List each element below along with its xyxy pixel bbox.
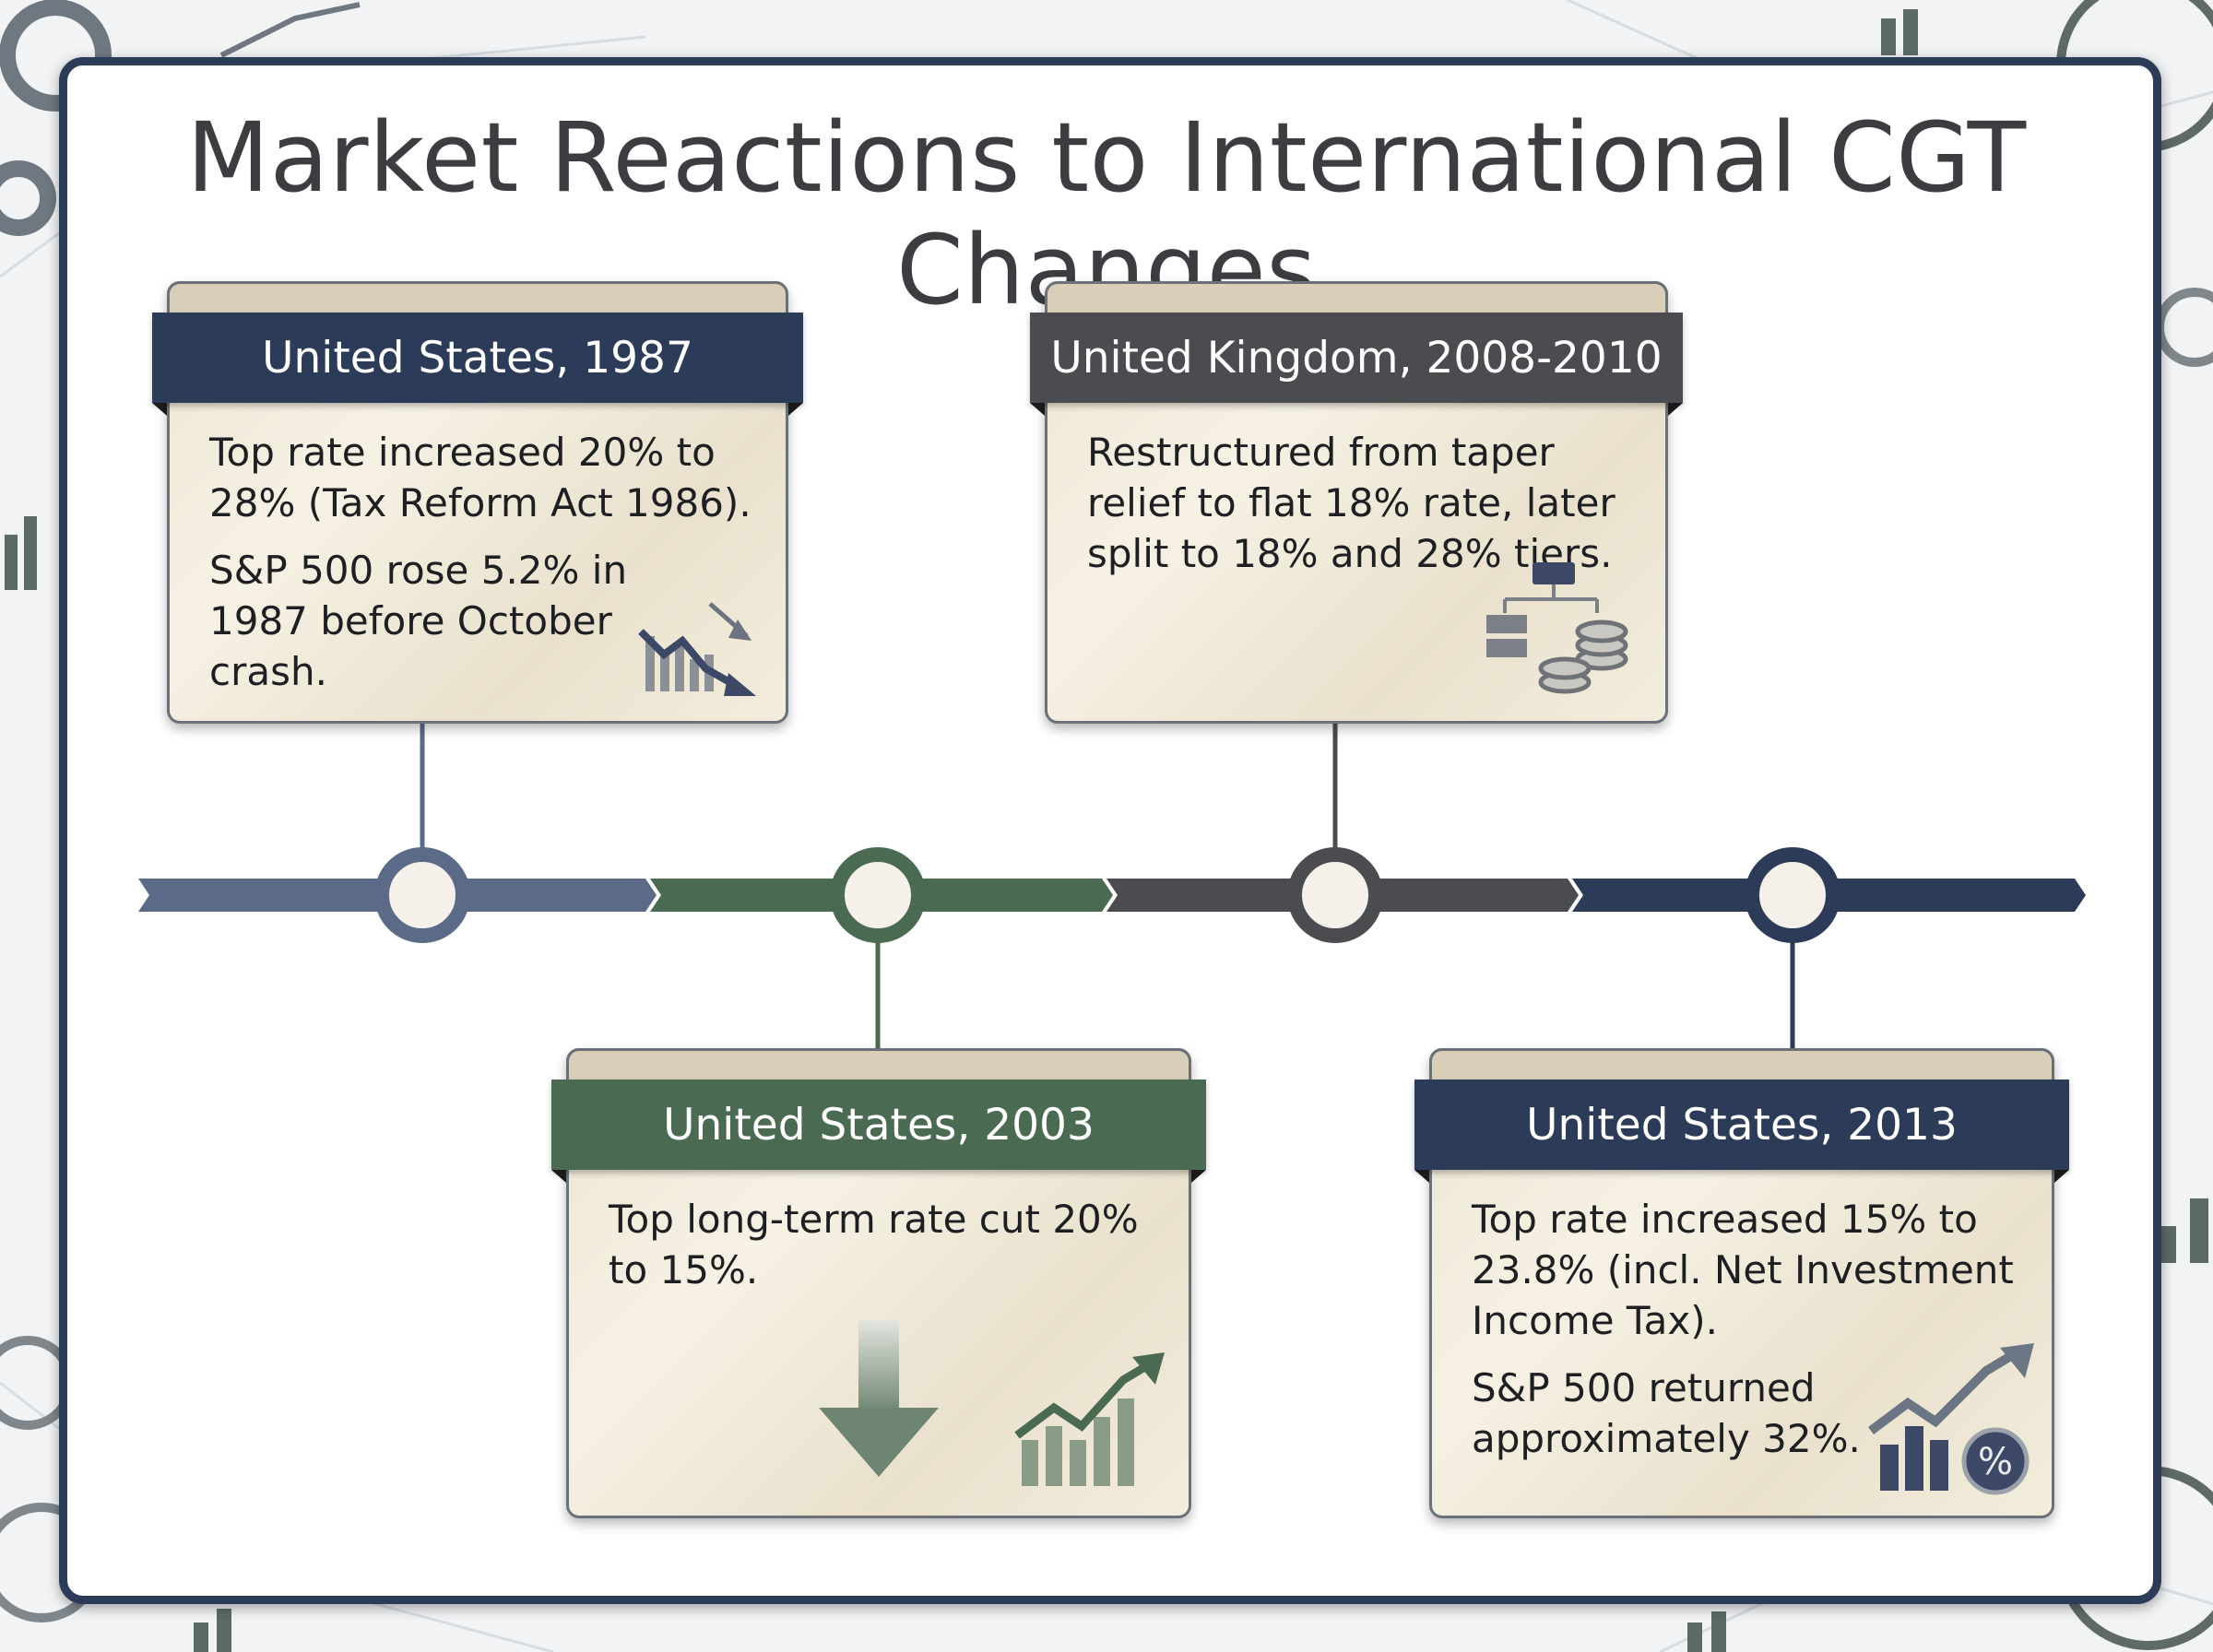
card-body: Restructured from taper relief to flat 1… [1087, 427, 1637, 596]
card-tab [566, 1048, 1191, 1084]
org-chart-coins-icon [1486, 562, 1628, 694]
declining-bar-chart-icon [638, 602, 756, 696]
card-header-label: United States, 2003 [663, 1099, 1095, 1150]
event-card-us-1987: United States, 1987 Top rate increased 2… [152, 281, 803, 724]
down-arrow-icon [819, 1320, 939, 1477]
card-tab [167, 281, 788, 317]
rising-bar-chart-icon [1014, 1352, 1165, 1486]
event-card-uk-2008-2010: United Kingdom, 2008-2010 Restructured f… [1030, 281, 1683, 724]
card-tab [1429, 1048, 2054, 1084]
card-header-label: United States, 2013 [1526, 1099, 1958, 1150]
card-text: Top long-term rate cut 20% to 15%. [609, 1197, 1139, 1292]
card-header: United Kingdom, 2008-2010 [1030, 313, 1683, 416]
card-body: Top rate increased 15% to 23.8% (incl. N… [1472, 1194, 2023, 1481]
event-card-us-2003: United States, 2003 Top long-term rate c… [551, 1048, 1206, 1518]
timeline-node-4 [1745, 847, 1840, 943]
card-text: S&P 500 rose 5.2% in 1987 before October… [209, 548, 628, 694]
card-text: Top rate increased 15% to 23.8% (incl. N… [1472, 1197, 2014, 1343]
card-header-label: United States, 1987 [262, 332, 693, 384]
timeline-node-3 [1287, 847, 1383, 943]
card-text: Top rate increased 20% to 28% (Tax Refor… [209, 430, 751, 525]
timeline-node-2 [830, 847, 926, 943]
bar-chart-icon [5, 9, 2208, 1652]
gear-icon [0, 0, 112, 236]
card-tab [1045, 281, 1668, 317]
card-body: Top long-term rate cut 20% to 15%. [609, 1194, 1160, 1312]
card-header-label: United Kingdom, 2008-2010 [1050, 332, 1663, 384]
timeline-node-1 [374, 847, 470, 943]
percent-glyph: % [1978, 1441, 2013, 1483]
card-header: United States, 2013 [1414, 1080, 2069, 1183]
rising-chart-percent-icon: % [1868, 1343, 2034, 1495]
trend-arrow-icon [219, 2, 361, 58]
card-body: Top rate increased 20% to 28% (Tax Refor… [209, 427, 757, 714]
event-card-us-2013: United States, 2013 Top rate increased 1… [1414, 1048, 2069, 1518]
card-text: S&P 500 returned approximately 32%. [1472, 1365, 1861, 1461]
card-text: Restructured from taper relief to flat 1… [1087, 430, 1615, 576]
card-header: United States, 2003 [551, 1080, 1206, 1183]
card-header: United States, 1987 [152, 313, 803, 416]
